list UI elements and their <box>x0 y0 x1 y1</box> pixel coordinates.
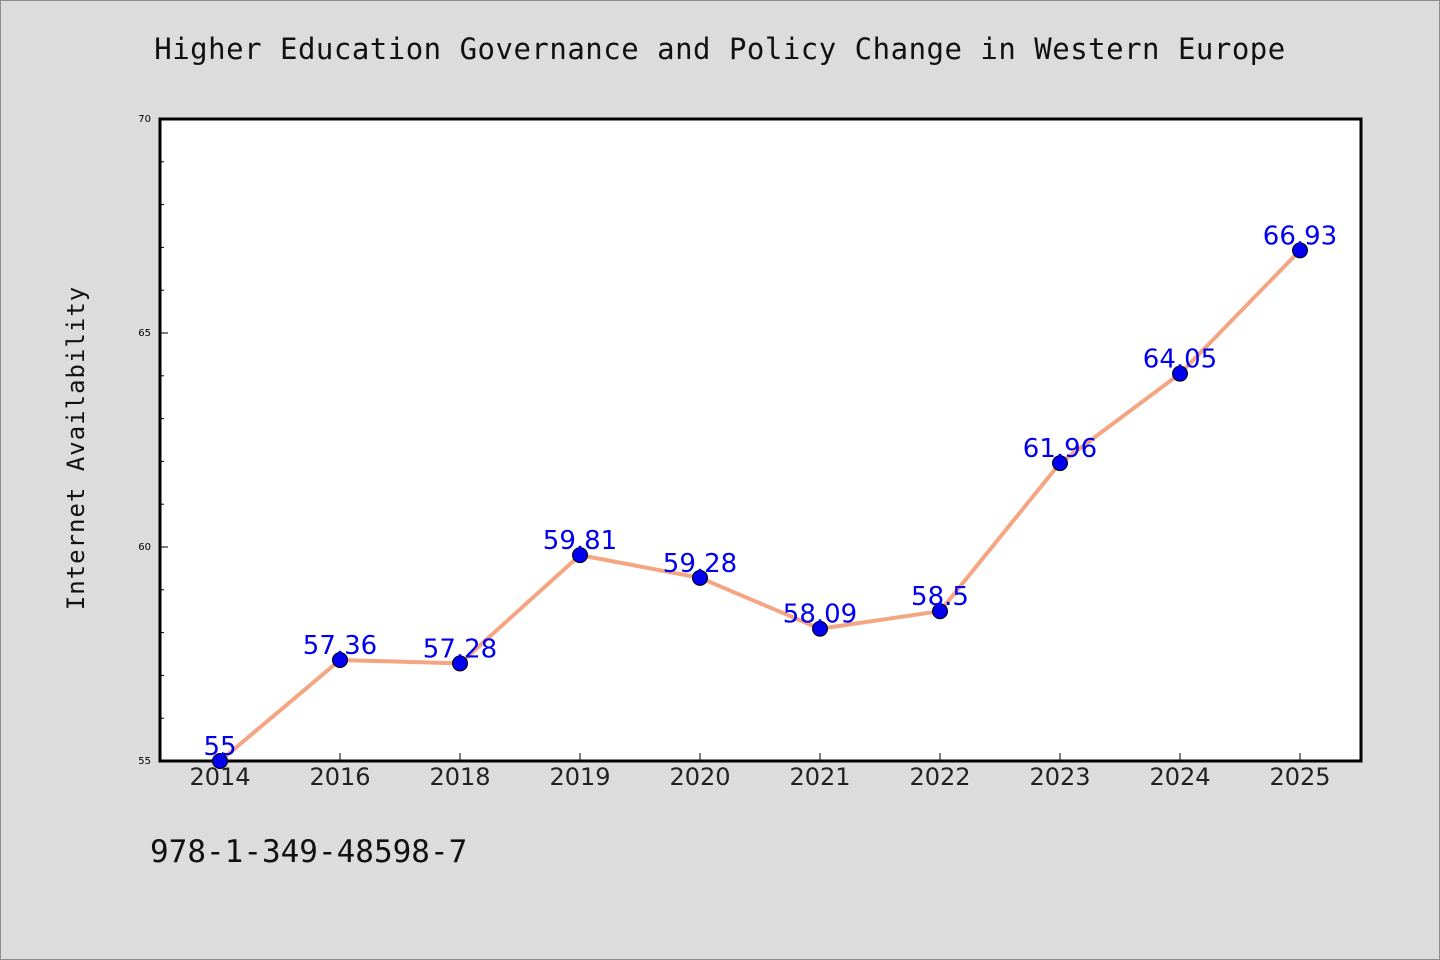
series-line <box>218 248 1302 763</box>
data-point <box>212 753 228 769</box>
x-tick-label: 2020 <box>669 763 730 791</box>
data-label: 59.81 <box>543 526 617 556</box>
data-label: 61.96 <box>1023 434 1097 464</box>
data-point <box>692 569 708 586</box>
x-tick-label: 2016 <box>309 763 370 791</box>
data-label: 57.36 <box>303 631 377 661</box>
data-label: 58.09 <box>783 600 857 630</box>
y-tick-label: 70 <box>138 114 151 125</box>
data-label: 57.28 <box>423 634 497 664</box>
y-tick-label: 55 <box>138 756 151 767</box>
x-tick-label: 2023 <box>1029 763 1090 791</box>
data-point <box>932 603 948 620</box>
footer-id-text: 978-1-349-48598-7 <box>150 834 468 870</box>
data-label: 64.05 <box>1143 345 1217 375</box>
data-label: 66.93 <box>1263 221 1337 251</box>
x-axis: 2014 2016 2018 2019 2020 2021 2022 2023 2024 2025 <box>189 753 1331 791</box>
x-tick-label: 2018 <box>429 763 490 791</box>
x-tick-label: 2019 <box>549 763 610 791</box>
data-point <box>572 547 588 564</box>
data-point <box>1292 242 1308 259</box>
x-tick-label: 2024 <box>1149 763 1210 791</box>
x-tick-label: 2021 <box>789 763 850 791</box>
data-label: 59.28 <box>663 549 737 579</box>
y-axis: 55 60 65 70 <box>138 114 168 767</box>
y-tick-label: 60 <box>138 542 151 553</box>
x-tick-label: 2025 <box>1269 763 1330 791</box>
data-label: 55 <box>203 732 236 762</box>
data-point <box>1052 455 1068 472</box>
data-point <box>452 655 468 672</box>
y-tick-label: 65 <box>138 328 151 339</box>
data-point <box>1172 365 1188 382</box>
data-point <box>812 620 828 637</box>
chart-title: Higher Education Governance and Policy C… <box>154 32 1286 66</box>
x-tick-label: 2022 <box>909 763 970 791</box>
data-series: 55 57.36 57.28 59.81 59.28 58.09 58.5 61.96 64.0… <box>203 221 1337 769</box>
plot-area <box>158 117 1363 763</box>
data-label: 58.5 <box>911 582 969 612</box>
data-point <box>332 651 348 668</box>
